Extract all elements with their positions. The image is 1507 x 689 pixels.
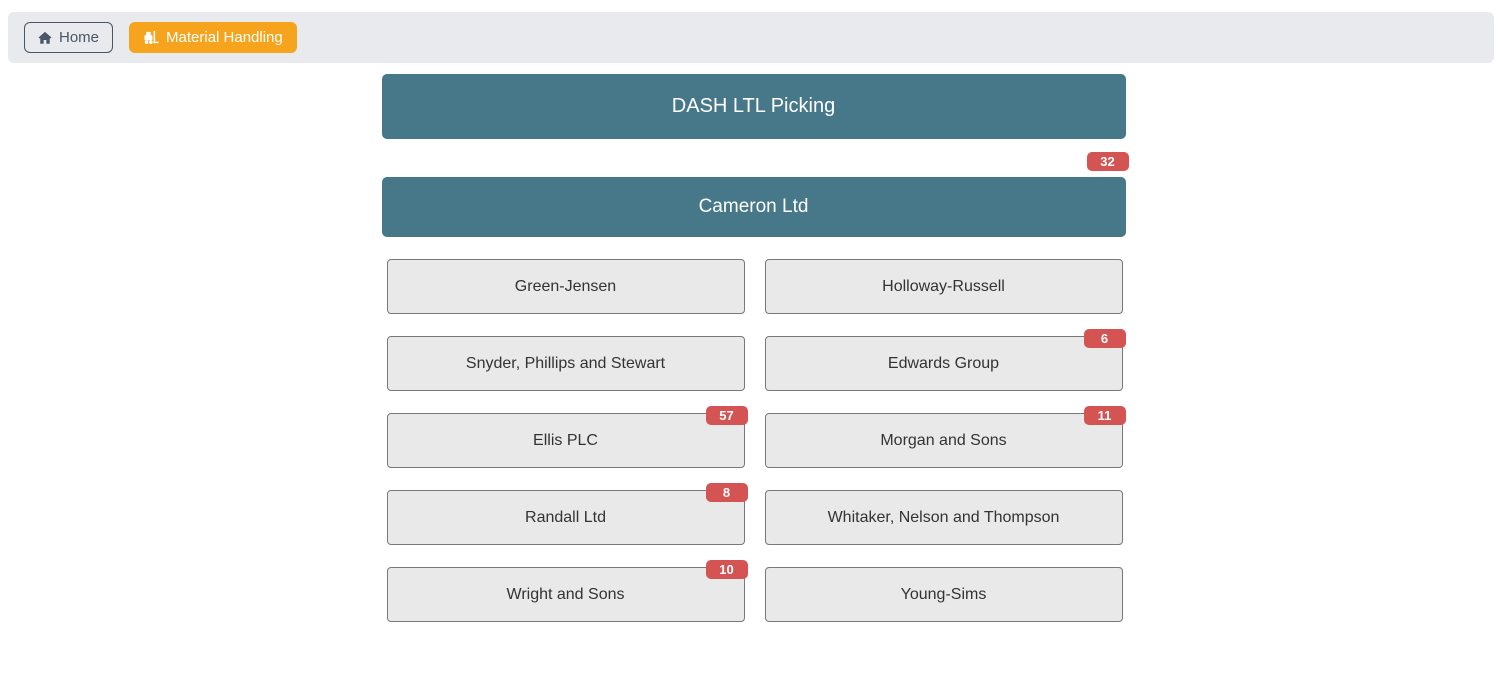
count-badge: 8 bbox=[705, 483, 748, 502]
location-button[interactable]: Snyder, Phillips and Stewart bbox=[386, 336, 745, 391]
zone-label: Cameron Ltd bbox=[698, 196, 809, 217]
count-badge: 10 bbox=[705, 560, 748, 579]
location-label: Morgan and Sons bbox=[880, 431, 1007, 449]
location-label: Young-Sims bbox=[900, 585, 987, 603]
zone-header-button[interactable]: Cameron Ltd bbox=[381, 177, 1126, 237]
location-label: Holloway-Russell bbox=[882, 277, 1005, 295]
location-button[interactable]: Randall Ltd 8 bbox=[386, 483, 748, 545]
location-button[interactable]: Holloway-Russell bbox=[764, 259, 1123, 314]
location-label: Wright and Sons bbox=[506, 585, 625, 603]
top-navbar: Home Material Handling bbox=[8, 12, 1494, 63]
location-button[interactable]: Morgan and Sons 11 bbox=[764, 406, 1126, 468]
forklift-icon bbox=[143, 30, 159, 45]
page-title: DASH LTL Picking bbox=[671, 95, 836, 117]
zone-badge-row: 32 bbox=[382, 152, 1129, 171]
zone-count-badge: 32 bbox=[1086, 152, 1129, 171]
location-button[interactable]: Whitaker, Nelson and Thompson bbox=[764, 490, 1123, 545]
home-button[interactable]: Home bbox=[24, 22, 114, 53]
location-button[interactable]: Ellis PLC 57 bbox=[386, 406, 748, 468]
location-label: Randall Ltd bbox=[525, 508, 606, 526]
material-handling-label: Material Handling bbox=[166, 29, 283, 46]
dash-ltl-picking-header[interactable]: DASH LTL Picking bbox=[381, 74, 1126, 139]
material-handling-button[interactable]: Material Handling bbox=[129, 22, 297, 53]
zone-block: 32 Cameron Ltd bbox=[381, 152, 1129, 237]
count-badge: 6 bbox=[1083, 329, 1126, 348]
location-button[interactable]: Edwards Group 6 bbox=[764, 329, 1126, 391]
main-content: DASH LTL Picking 32 Cameron Ltd Green-Je… bbox=[381, 74, 1129, 622]
location-label: Whitaker, Nelson and Thompson bbox=[827, 508, 1060, 526]
count-badge: 57 bbox=[705, 406, 748, 425]
locations-grid: Green-Jensen Holloway-Russell Snyder, Ph… bbox=[386, 259, 1126, 622]
location-button[interactable]: Green-Jensen bbox=[386, 259, 745, 314]
location-label: Snyder, Phillips and Stewart bbox=[465, 354, 666, 372]
location-button[interactable]: Young-Sims bbox=[764, 567, 1123, 622]
location-label: Green-Jensen bbox=[514, 277, 617, 295]
home-button-label: Home bbox=[59, 29, 100, 46]
location-label: Edwards Group bbox=[887, 354, 1000, 372]
count-badge: 11 bbox=[1083, 406, 1126, 425]
location-label: Ellis PLC bbox=[533, 431, 598, 449]
location-button[interactable]: Wright and Sons 10 bbox=[386, 560, 748, 622]
home-icon bbox=[38, 31, 52, 45]
